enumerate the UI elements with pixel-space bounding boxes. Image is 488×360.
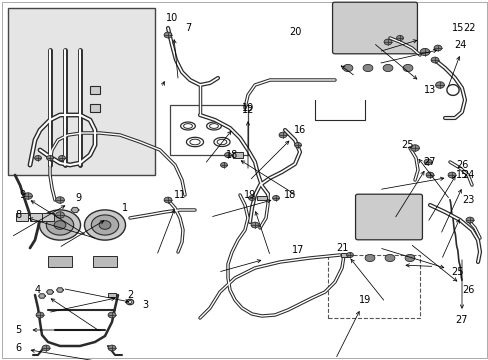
Bar [30, 213, 42, 221]
Circle shape [91, 215, 119, 235]
Circle shape [54, 221, 66, 229]
Text: 16: 16 [293, 125, 305, 135]
Bar [48, 256, 72, 267]
Circle shape [433, 45, 441, 51]
Circle shape [410, 145, 419, 151]
Circle shape [84, 210, 125, 240]
Circle shape [465, 217, 473, 223]
Polygon shape [39, 294, 45, 298]
Text: 21: 21 [335, 243, 347, 253]
Text: 6: 6 [15, 343, 21, 353]
Circle shape [419, 48, 429, 55]
Text: 27: 27 [455, 315, 468, 325]
Bar [93, 256, 117, 267]
Bar [340, 253, 349, 257]
Text: 23: 23 [461, 195, 473, 205]
Text: 24: 24 [453, 40, 465, 50]
Text: 17: 17 [291, 245, 304, 255]
Bar [8, 8, 155, 175]
Circle shape [404, 255, 414, 262]
Text: 20: 20 [288, 27, 301, 37]
Text: 25: 25 [451, 267, 463, 277]
Circle shape [423, 159, 431, 165]
Circle shape [59, 156, 65, 161]
Circle shape [42, 345, 50, 351]
Text: 9: 9 [75, 193, 81, 203]
Circle shape [346, 252, 353, 257]
Text: 2: 2 [126, 290, 133, 300]
FancyBboxPatch shape [355, 194, 422, 240]
Polygon shape [57, 288, 63, 292]
Circle shape [402, 64, 412, 72]
Bar [170, 105, 247, 155]
Polygon shape [71, 207, 79, 212]
Circle shape [99, 221, 111, 229]
Text: 19: 19 [242, 103, 254, 113]
Text: 7: 7 [184, 23, 191, 33]
Text: 26: 26 [455, 160, 467, 170]
Text: 4: 4 [35, 285, 41, 295]
Text: 3: 3 [142, 300, 148, 310]
Text: 15: 15 [455, 170, 467, 180]
Text: 18: 18 [284, 190, 296, 200]
Circle shape [279, 132, 286, 138]
Circle shape [108, 345, 116, 351]
Text: 19: 19 [358, 295, 370, 305]
Circle shape [425, 172, 433, 178]
Circle shape [250, 222, 258, 228]
Text: 10: 10 [165, 13, 178, 23]
Circle shape [447, 172, 455, 178]
Circle shape [430, 57, 438, 63]
Polygon shape [46, 290, 53, 294]
Bar [257, 196, 266, 200]
Text: 27: 27 [423, 157, 435, 167]
Circle shape [56, 197, 64, 203]
Text: 22: 22 [463, 23, 475, 33]
Circle shape [385, 255, 394, 262]
Circle shape [36, 312, 44, 318]
Circle shape [164, 197, 172, 203]
Bar [90, 104, 100, 112]
Circle shape [56, 212, 64, 218]
Circle shape [224, 153, 231, 158]
Circle shape [435, 82, 444, 88]
Text: 9: 9 [19, 190, 25, 200]
Bar [108, 293, 116, 297]
Circle shape [343, 64, 352, 72]
Text: 11: 11 [174, 190, 186, 200]
Text: 1: 1 [122, 203, 128, 213]
Circle shape [383, 39, 391, 45]
Circle shape [396, 36, 403, 41]
Text: 19: 19 [244, 190, 256, 200]
Text: 18: 18 [225, 150, 238, 160]
Text: 15: 15 [451, 23, 463, 33]
Circle shape [248, 195, 255, 201]
Bar [16, 213, 28, 221]
Circle shape [46, 156, 53, 161]
Bar [327, 255, 419, 318]
Circle shape [108, 312, 116, 318]
Text: 8: 8 [15, 210, 21, 220]
Bar [232, 152, 243, 158]
Circle shape [365, 255, 374, 262]
Circle shape [164, 32, 172, 38]
FancyBboxPatch shape [332, 2, 417, 54]
Text: 12: 12 [242, 105, 254, 115]
Circle shape [382, 64, 392, 72]
Text: 5: 5 [15, 325, 21, 335]
Circle shape [363, 64, 372, 72]
Circle shape [40, 210, 81, 240]
Text: 13: 13 [423, 85, 435, 95]
Text: 24: 24 [461, 170, 473, 180]
Text: 25: 25 [401, 140, 413, 150]
Bar [42, 213, 54, 221]
Circle shape [294, 143, 301, 148]
Text: 26: 26 [461, 285, 473, 295]
Circle shape [272, 195, 279, 201]
Circle shape [46, 215, 74, 235]
Circle shape [23, 193, 32, 199]
Circle shape [35, 156, 41, 161]
Circle shape [220, 162, 227, 167]
Bar [90, 86, 100, 94]
